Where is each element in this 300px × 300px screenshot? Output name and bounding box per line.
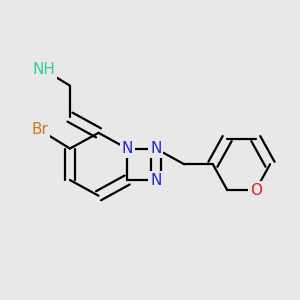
Text: N: N — [150, 141, 161, 156]
Text: Br: Br — [32, 122, 48, 137]
Text: N: N — [122, 141, 133, 156]
Text: NH: NH — [33, 62, 56, 77]
Text: N: N — [150, 172, 161, 188]
Text: O: O — [250, 182, 262, 197]
